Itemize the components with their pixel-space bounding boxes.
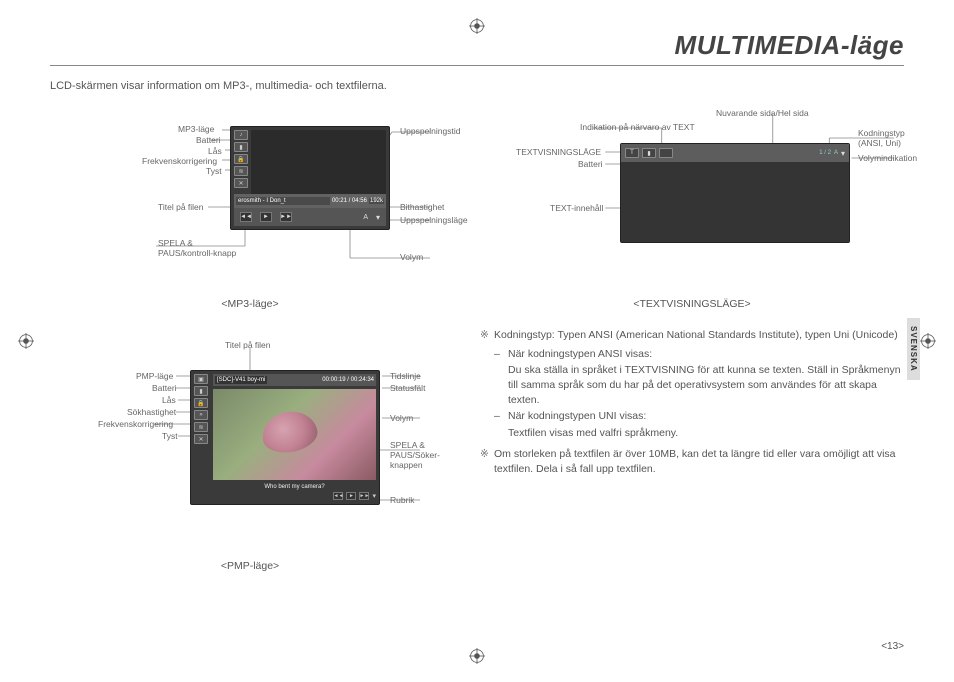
lock-icon: 🔒 [194,398,208,408]
film-icon: ▣ [194,374,208,384]
bitrate-value: 192k [369,198,384,204]
registration-mark-icon [18,333,34,349]
note-mark: ※ [480,328,494,343]
battery-icon: ▮ [194,386,208,396]
label-play-mode: Uppspelningsläge [400,215,468,225]
label-eq: Frekvenskorrigering [142,156,217,166]
video-frame-image [213,389,376,480]
play-icon: ► [346,492,356,500]
play-icon: ► [260,212,272,222]
mp3-diagram: ♪ ▮ 🔒 ≋ ✕ erosmith - I Don_t 00:21 / 04:… [50,108,450,278]
note-1: Kodningstyp: Typen ANSI (American Nation… [494,328,898,343]
text-content-area [621,162,849,242]
registration-mark-icon [920,333,936,349]
play-mode-value: A [363,214,368,221]
label-eq: Frekvenskorrigering [98,419,173,429]
encoding-indicator: A [834,150,838,156]
label-mute: Tyst [206,166,222,176]
label-bitrate: Bithastighet [400,202,444,212]
label-lock: Lås [208,146,222,156]
mute-icon: ✕ [234,178,248,188]
label-mute: Tyst [162,431,178,441]
label-play-seek: SPELA & PAUS/Söker-knappen [390,440,470,470]
textview-lcd: T ▮ 1 / 2 A ▾ [620,143,850,243]
label-seek-speed: Sökhastighet [127,407,176,417]
label-volume: Volym [390,413,413,423]
pmp-caption: <PMP-läge> [50,560,450,572]
label-text-content: TEXT-innehåll [550,203,603,213]
notes-block: ※ Kodningstyp: Typen ANSI (American Nati… [480,328,904,476]
pmp-diagram: ▣ ▮ 🔒 » ≋ ✕ [SDC]-V41 boy-mi 00:00:19 / … [50,340,450,540]
file-title-value: erosmith - I Don_t [236,197,330,205]
play-time-value: 00:21 / 04:56 [332,198,367,204]
sub-note-1-body: Du ska ställa in språket i TEXTVISNING f… [508,363,904,407]
volume-icon: ▾ [841,149,845,158]
label-status: Statusfält [390,383,425,393]
page-number: <13> [881,641,904,652]
label-file-title: Titel på filen [225,340,271,350]
intro-text: LCD-skärmen visar information om MP3-, m… [50,80,904,92]
dash-mark: – [494,409,508,424]
label-encoding: Kodningstyp (ANSI, Uni) [858,128,928,148]
prev-icon: ◄◄ [333,492,343,500]
equalizer-icon: ≋ [234,166,248,176]
label-caption: Rubrik [390,495,415,505]
text-presence-icon [659,148,673,158]
label-file-title: Titel på filen [158,202,204,212]
label-mp3-mode: MP3-läge [178,124,214,134]
mp3-caption: <MP3-läge> [50,298,450,310]
label-timeline: Tidslinje [390,371,421,381]
file-title-value: [SDC]-V41 boy-mi [215,376,267,384]
note-mark: ※ [480,447,494,476]
page-indicator: 1 / 2 [819,150,831,156]
page-title: MULTIMEDIA-läge [50,30,904,66]
registration-mark-icon [469,18,485,34]
pmp-lcd: ▣ ▮ 🔒 » ≋ ✕ [SDC]-V41 boy-mi 00:00:19 / … [190,370,380,505]
label-textview-mode: TEXTVISNINGSLÄGE [516,147,601,157]
next-icon: ►► [359,492,369,500]
timeline-value: 00:00:19 / 00:24:34 [322,377,374,383]
label-battery: Batteri [196,135,221,145]
music-note-icon: ♪ [234,130,248,140]
battery-icon: ▮ [642,148,656,158]
equalizer-icon: ≋ [194,422,208,432]
language-tab: SVENSKA [907,318,920,380]
next-icon: ►► [280,212,292,222]
dash-mark: – [494,347,508,362]
label-text-presence: Indikation på närvaro av TEXT [580,122,695,132]
lock-icon: 🔒 [234,154,248,164]
textview-caption: <TEXTVISNINGSLÄGE> [480,298,904,310]
label-battery: Batteri [578,159,603,169]
sub-note-2-head: När kodningstypen UNI visas: [508,409,904,424]
textview-diagram: T ▮ 1 / 2 A ▾ TEXTVISNINGSLÄGE Batteri T… [480,108,904,278]
label-volume-ind: Volymindikation [858,153,917,163]
sub-note-2-body: Textfilen visas med valfri språkmeny. [508,426,904,441]
text-icon: T [625,148,639,158]
label-play-time: Uppspelningstid [400,126,460,136]
prev-icon: ◄◄ [240,212,252,222]
battery-icon: ▮ [234,142,248,152]
caption-text: Who bent my camera? [213,484,376,490]
label-page: Nuvarande sida/Hel sida [716,108,809,118]
volume-icon: ▾ [376,213,380,222]
mute-icon: ✕ [194,434,208,444]
label-pmp-mode: PMP-läge [136,371,173,381]
mp3-lcd: ♪ ▮ 🔒 ≋ ✕ erosmith - I Don_t 00:21 / 04:… [230,126,390,230]
speed-icon: » [194,410,208,420]
label-play-pause: SPELA & PAUS/kontroll-knapp [158,238,248,258]
volume-icon: ▾ [372,492,376,500]
label-lock: Lås [162,395,176,405]
label-volume: Volym [400,252,423,262]
manual-page: MULTIMEDIA-läge LCD-skärmen visar inform… [0,0,954,682]
sub-note-1-head: När kodningstypen ANSI visas: [508,347,904,362]
note-2: Om storleken på textfilen är över 10MB, … [494,447,904,476]
registration-mark-icon [469,648,485,664]
label-battery: Batteri [152,383,177,393]
